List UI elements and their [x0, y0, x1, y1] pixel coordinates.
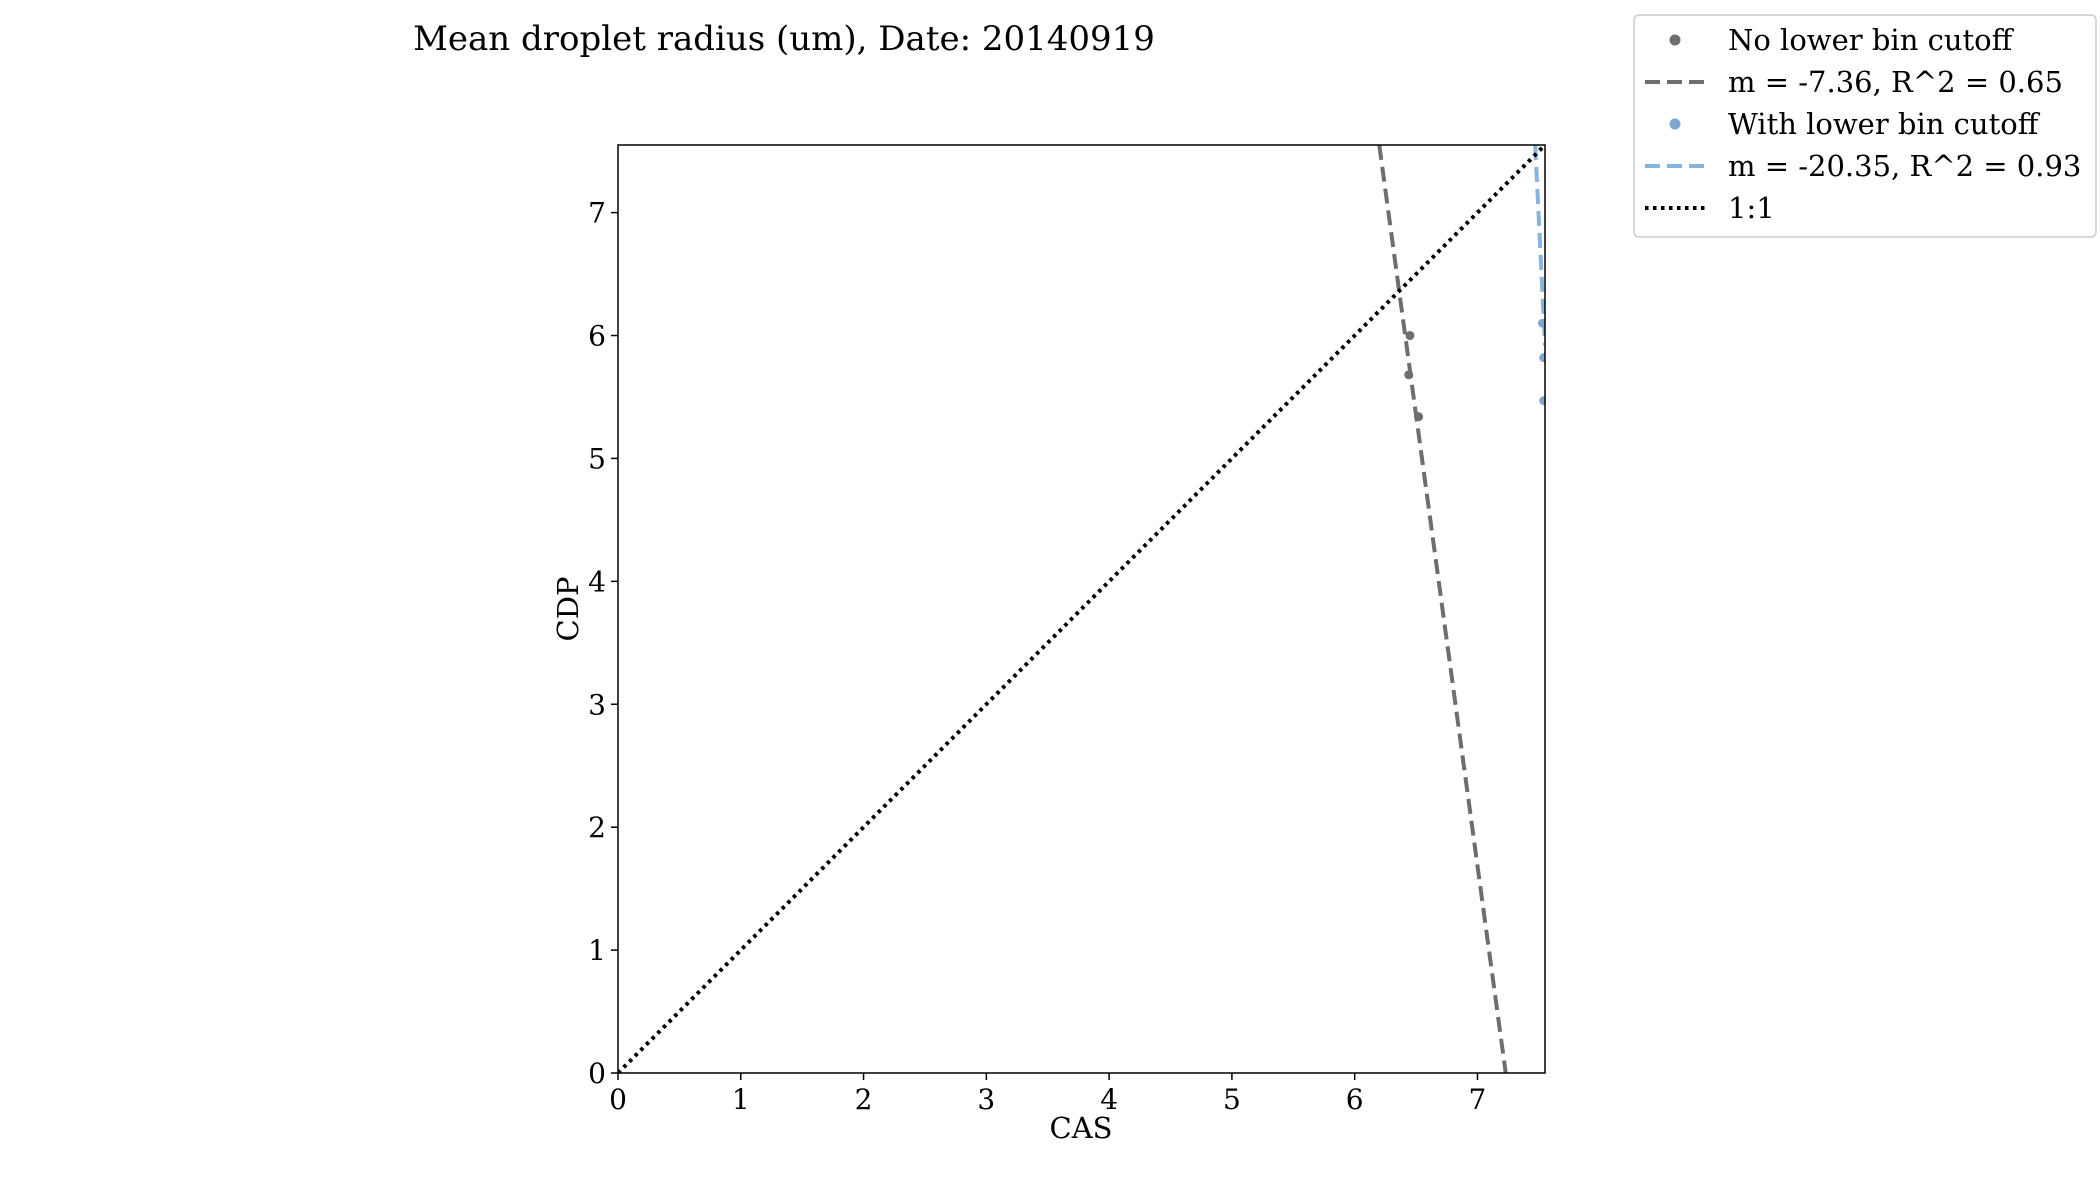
legend-label: 1:1: [1728, 191, 1775, 225]
y-tick-label: 2: [588, 811, 606, 844]
legend-item: m = -20.35, R^2 = 0.93: [1645, 149, 2081, 183]
x-tick-label: 5: [1223, 1083, 1241, 1116]
x-tick-label: 2: [855, 1083, 873, 1116]
scatter-point: [1539, 396, 1545, 406]
y-axis-label: CDP: [551, 577, 585, 642]
fit-line: [1533, 145, 1545, 346]
scatter-point: [1539, 353, 1545, 363]
x-tick-label: 1: [732, 1083, 750, 1116]
legend-frame: [1633, 14, 2097, 238]
plot-points: [1404, 318, 1545, 422]
x-tick-label: 7: [1469, 1083, 1487, 1116]
x-tick-label: 0: [609, 1083, 627, 1116]
y-tick-label: 3: [588, 688, 606, 721]
y-tick-label: 6: [588, 320, 606, 353]
x-tick-label: 4: [1100, 1083, 1118, 1116]
x-tick-label: 3: [977, 1083, 995, 1116]
legend-item: m = -7.36, R^2 = 0.65: [1645, 65, 2063, 99]
y-tick-label: 0: [588, 1057, 606, 1090]
legend-item: No lower bin cutoff: [1669, 23, 2015, 57]
legend-label: m = -7.36, R^2 = 0.65: [1728, 65, 2063, 99]
y-tick-label: 4: [588, 565, 606, 598]
plot-lines: [618, 145, 1545, 1073]
legend: No lower bin cutoff m = -7.36, R^2 = 0.65…: [1633, 14, 2097, 238]
y-tick-label: 7: [588, 197, 606, 230]
legend-label: With lower bin cutoff: [1728, 107, 2041, 141]
y-axis: 0 1 2 3 4 5 6 7: [588, 197, 618, 1090]
chart-title: Mean droplet radius (um), Date: 20140919: [413, 19, 1155, 59]
legend-label: m = -20.35, R^2 = 0.93: [1728, 149, 2081, 183]
fit-line: [1377, 145, 1508, 1073]
legend-marker: [1669, 118, 1681, 130]
scatter-point: [1538, 318, 1545, 328]
legend-label: No lower bin cutoff: [1728, 23, 2015, 57]
legend-marker: [1669, 34, 1681, 46]
scatter-point: [1404, 370, 1414, 380]
scatter-point: [1405, 331, 1415, 341]
legend-item: With lower bin cutoff: [1669, 107, 2041, 141]
scatter-point: [1414, 412, 1424, 422]
legend-item: 1:1: [1645, 191, 1775, 225]
y-tick-label: 1: [588, 934, 606, 967]
one-to-one-line: [618, 145, 1545, 1073]
x-axis: 0 1 2 3 4 5 6 7: [609, 1073, 1486, 1116]
x-axis-label: CAS: [1050, 1111, 1113, 1145]
y-tick-label: 5: [588, 442, 606, 475]
x-tick-label: 6: [1346, 1083, 1364, 1116]
plot-frame: [617, 144, 1546, 1074]
